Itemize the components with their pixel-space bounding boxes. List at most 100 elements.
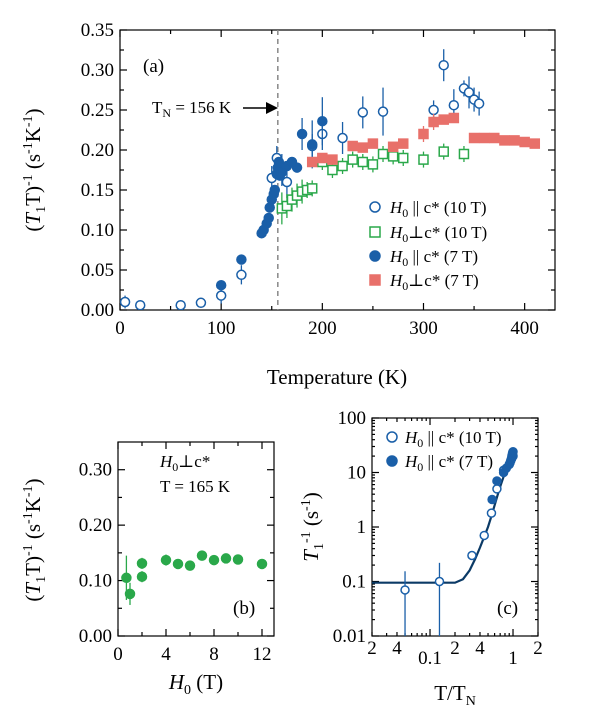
panel-b-xlabel: H0 (T) <box>168 670 223 698</box>
x-tick-label: 4 <box>392 638 402 659</box>
x-tick-label: 8 <box>209 644 219 665</box>
data-point <box>492 484 502 494</box>
data-point <box>492 476 502 486</box>
legend-c-item-10t: H0 || c* (10 T) <box>386 428 502 450</box>
y-tick-label: 0.10 <box>79 571 112 592</box>
data-point <box>136 571 148 582</box>
data-point <box>468 132 480 144</box>
legend-label-h0-perp-7t: H0⊥c* (7 T) <box>389 271 479 293</box>
y-tick-label: 0.25 <box>81 100 114 121</box>
x-tick-label: 300 <box>409 318 438 339</box>
data-point <box>508 447 518 457</box>
panel-c-ylabel: T1-1 (s-1) <box>299 492 327 561</box>
data-point <box>215 279 227 291</box>
x-tick-label: 0.1 <box>418 648 442 669</box>
data-point <box>519 136 530 148</box>
legend-label-h0-par-7t: H0 || c* (7 T) <box>389 247 478 269</box>
data-point <box>367 138 379 149</box>
panel-c-label: (c) <box>497 598 518 619</box>
panel-b-ylabel: (T1T)-1 (s-1K-1) <box>21 478 49 601</box>
data-point <box>458 148 470 160</box>
x-tick-label: 400 <box>510 318 539 339</box>
panel-a-ylabel: (T1T)-1 (s-1K-1) <box>21 108 49 231</box>
y-tick-label: 0.01 <box>333 626 366 647</box>
data-point <box>306 139 318 150</box>
panel-c: (c) T/TN T1-1 (s-1) 2 4 0.1 2 4 1 20.010.11101… <box>299 408 543 709</box>
data-point <box>509 135 520 146</box>
y-tick-label: 0.00 <box>81 300 114 321</box>
panel-b-annotation-temperature: T = 165 K <box>160 477 231 496</box>
data-point <box>357 142 369 153</box>
data-point <box>418 154 429 165</box>
panel-b-annotation-orientation: H0⊥c* <box>159 452 210 474</box>
data-point <box>220 553 232 564</box>
data-point <box>438 59 449 71</box>
x-tick-label: 12 <box>253 644 272 665</box>
x-tick-label: 4 <box>161 644 171 665</box>
panel-b-ticks: 0 4 8 12 0.00 0.10 0.20 0.30 <box>79 442 274 665</box>
data-point <box>120 296 131 308</box>
data-point <box>367 159 379 170</box>
legend-marker-filled-circle <box>369 250 381 262</box>
data-point <box>434 576 445 587</box>
data-point <box>291 162 303 173</box>
data-point <box>263 212 274 224</box>
data-point <box>124 588 136 600</box>
tn-annotation-label: TN = 156 K <box>152 98 232 120</box>
panel-a-ticks: 0 100 200 300 400 0.00 0.05 0.10 0.15 0.20 0.25 0.3… <box>81 20 555 339</box>
data-point <box>487 494 497 505</box>
legend-marker-filled-square <box>369 274 381 286</box>
panel-a-xlabel: Temperature (K) <box>267 365 407 389</box>
legend-c-label-10t: H0 || c* (10 T) <box>404 428 502 450</box>
x-tick-label: 0 <box>115 318 125 339</box>
data-point <box>428 116 439 128</box>
panel-b: (b) H0⊥c* T = 165 K H0 (T) (T1T)-1 (s-1K… <box>21 441 275 698</box>
panel-b-data <box>121 550 268 605</box>
data-point <box>232 554 244 565</box>
data-point <box>499 135 510 146</box>
data-point <box>175 299 186 310</box>
data-point <box>489 132 500 144</box>
data-point <box>473 98 485 109</box>
data-point <box>486 508 497 518</box>
data-point <box>418 128 429 140</box>
legend-marker-open-square <box>369 226 381 238</box>
data-point <box>134 299 146 310</box>
data-point <box>121 572 132 584</box>
y-tick-label: 0.20 <box>81 140 114 161</box>
x-tick-label: 0 <box>113 644 123 665</box>
legend-c-label-7t: H0 || c* (7 T) <box>404 452 493 474</box>
data-point <box>387 141 399 153</box>
legend-c-item-7t: H0 || c* (7 T) <box>386 452 493 474</box>
legend-c-marker-open-circle <box>386 431 398 443</box>
data-point <box>357 107 369 118</box>
y-tick-label: 0.15 <box>81 180 114 201</box>
y-tick-label: 0.00 <box>79 626 112 647</box>
tn-arrow <box>243 102 278 114</box>
data-point <box>160 554 172 566</box>
y-tick-label: 0.30 <box>79 460 112 481</box>
data-point <box>400 585 410 595</box>
data-point <box>398 152 409 164</box>
data-point <box>269 184 281 196</box>
panel-c-data <box>400 447 518 636</box>
data-point <box>337 132 348 144</box>
data-point <box>273 156 285 168</box>
x-tick-label: 4 <box>475 638 485 659</box>
data-point <box>327 164 338 176</box>
legend-item-h0-perp-7t: H0⊥c* (7 T) <box>369 271 479 293</box>
panel-a-label: (a) <box>143 56 164 77</box>
panel-b-label: (b) <box>233 598 255 619</box>
data-point <box>215 290 227 301</box>
data-point <box>478 132 490 144</box>
data-point <box>208 554 220 566</box>
data-point <box>136 558 148 569</box>
y-tick-label: 0.10 <box>81 220 114 241</box>
data-point <box>479 530 489 541</box>
data-point <box>296 128 308 140</box>
x-tick-label: 2 <box>533 638 543 659</box>
data-point <box>306 156 318 168</box>
legend-item-h0-perp-10t: H0⊥c* (10 T) <box>369 223 487 245</box>
y-tick-label: 0.35 <box>81 20 114 41</box>
